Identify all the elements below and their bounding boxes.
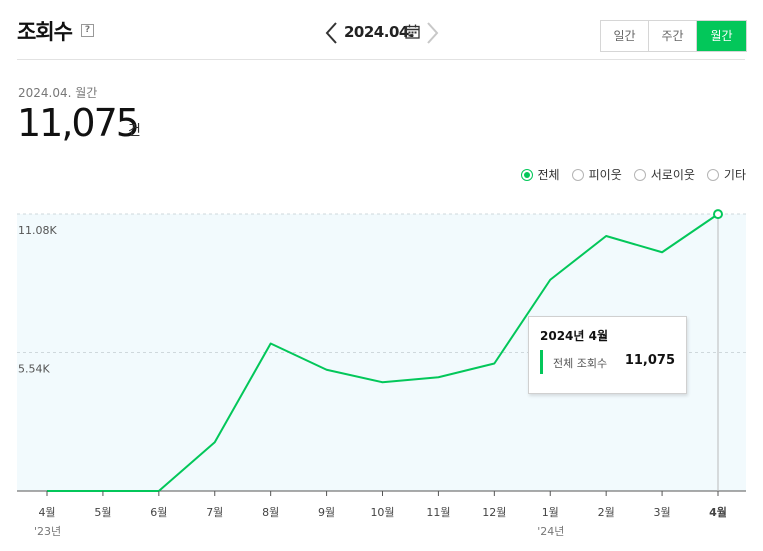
tab-weekly[interactable]: 주간 bbox=[649, 21, 697, 51]
year-label: '24년 bbox=[537, 525, 564, 538]
x-tick-label: 4월 bbox=[38, 506, 55, 519]
x-tick-label: 7월 bbox=[206, 506, 223, 519]
radio-icon bbox=[706, 168, 719, 181]
tooltip-series-label: 전체 조회수 bbox=[553, 357, 608, 370]
legend-item-neighbor[interactable]: 피이웃 bbox=[571, 166, 622, 183]
legend-label: 서로이웃 bbox=[650, 168, 695, 182]
tab-daily[interactable]: 일간 bbox=[601, 21, 649, 51]
tooltip-value: 11,075 bbox=[624, 353, 675, 368]
legend-label: 피이웃 bbox=[588, 168, 622, 182]
help-icon[interactable]: ? bbox=[81, 24, 94, 37]
x-tick-label: 6월 bbox=[150, 506, 167, 519]
legend-item-all[interactable]: 전체 bbox=[520, 166, 560, 183]
legend: 전체 피이웃 서로이웃 기타 bbox=[520, 166, 746, 183]
radio-icon bbox=[633, 168, 646, 181]
page-title: 조회수 bbox=[17, 20, 73, 44]
radio-selected-icon bbox=[520, 168, 533, 181]
legend-item-mutual-neighbor[interactable]: 서로이웃 bbox=[633, 166, 695, 183]
x-tick-label: 10월 bbox=[370, 506, 394, 519]
x-tick-label: 9월 bbox=[318, 506, 335, 519]
calendar-icon[interactable] bbox=[405, 24, 420, 39]
period-toggle: 일간 주간 월간 bbox=[600, 20, 747, 52]
y-tick-label: 5.54K bbox=[18, 363, 50, 376]
tab-monthly[interactable]: 월간 bbox=[697, 21, 746, 51]
chart-tooltip: 2024년 4월 전체 조회수 11,075 bbox=[528, 316, 687, 394]
summary-unit: 건 bbox=[128, 123, 141, 139]
summary-period: 2024.04. 월간 bbox=[18, 86, 98, 100]
x-tick-label: 1월 bbox=[542, 506, 559, 519]
x-tick-label: 8월 bbox=[262, 506, 279, 519]
summary-total: 11,075 bbox=[17, 101, 140, 145]
x-tick-label: 2월 bbox=[598, 506, 615, 519]
x-tick-label: 11월 bbox=[426, 506, 450, 519]
data-point-highlight bbox=[713, 209, 723, 220]
y-tick-label: 11.08K bbox=[18, 224, 57, 237]
legend-label: 기타 bbox=[723, 168, 746, 182]
tooltip-title: 2024년 4월 bbox=[540, 329, 609, 343]
header-divider bbox=[17, 59, 745, 60]
chevron-left-icon[interactable] bbox=[324, 21, 340, 45]
legend-item-other[interactable]: 기타 bbox=[706, 166, 746, 183]
x-tick-label: 12월 bbox=[482, 506, 506, 519]
year-label: '23년 bbox=[34, 525, 61, 538]
legend-label: 전체 bbox=[537, 168, 560, 182]
date-label: 2024.04. bbox=[344, 23, 415, 41]
x-tick-label: 4월 bbox=[709, 505, 727, 519]
radio-icon bbox=[571, 168, 584, 181]
x-tick-label: 5월 bbox=[94, 506, 111, 519]
tooltip-series-marker bbox=[540, 350, 543, 374]
chevron-right-icon[interactable] bbox=[424, 21, 440, 45]
x-tick-label: 3월 bbox=[654, 506, 671, 519]
